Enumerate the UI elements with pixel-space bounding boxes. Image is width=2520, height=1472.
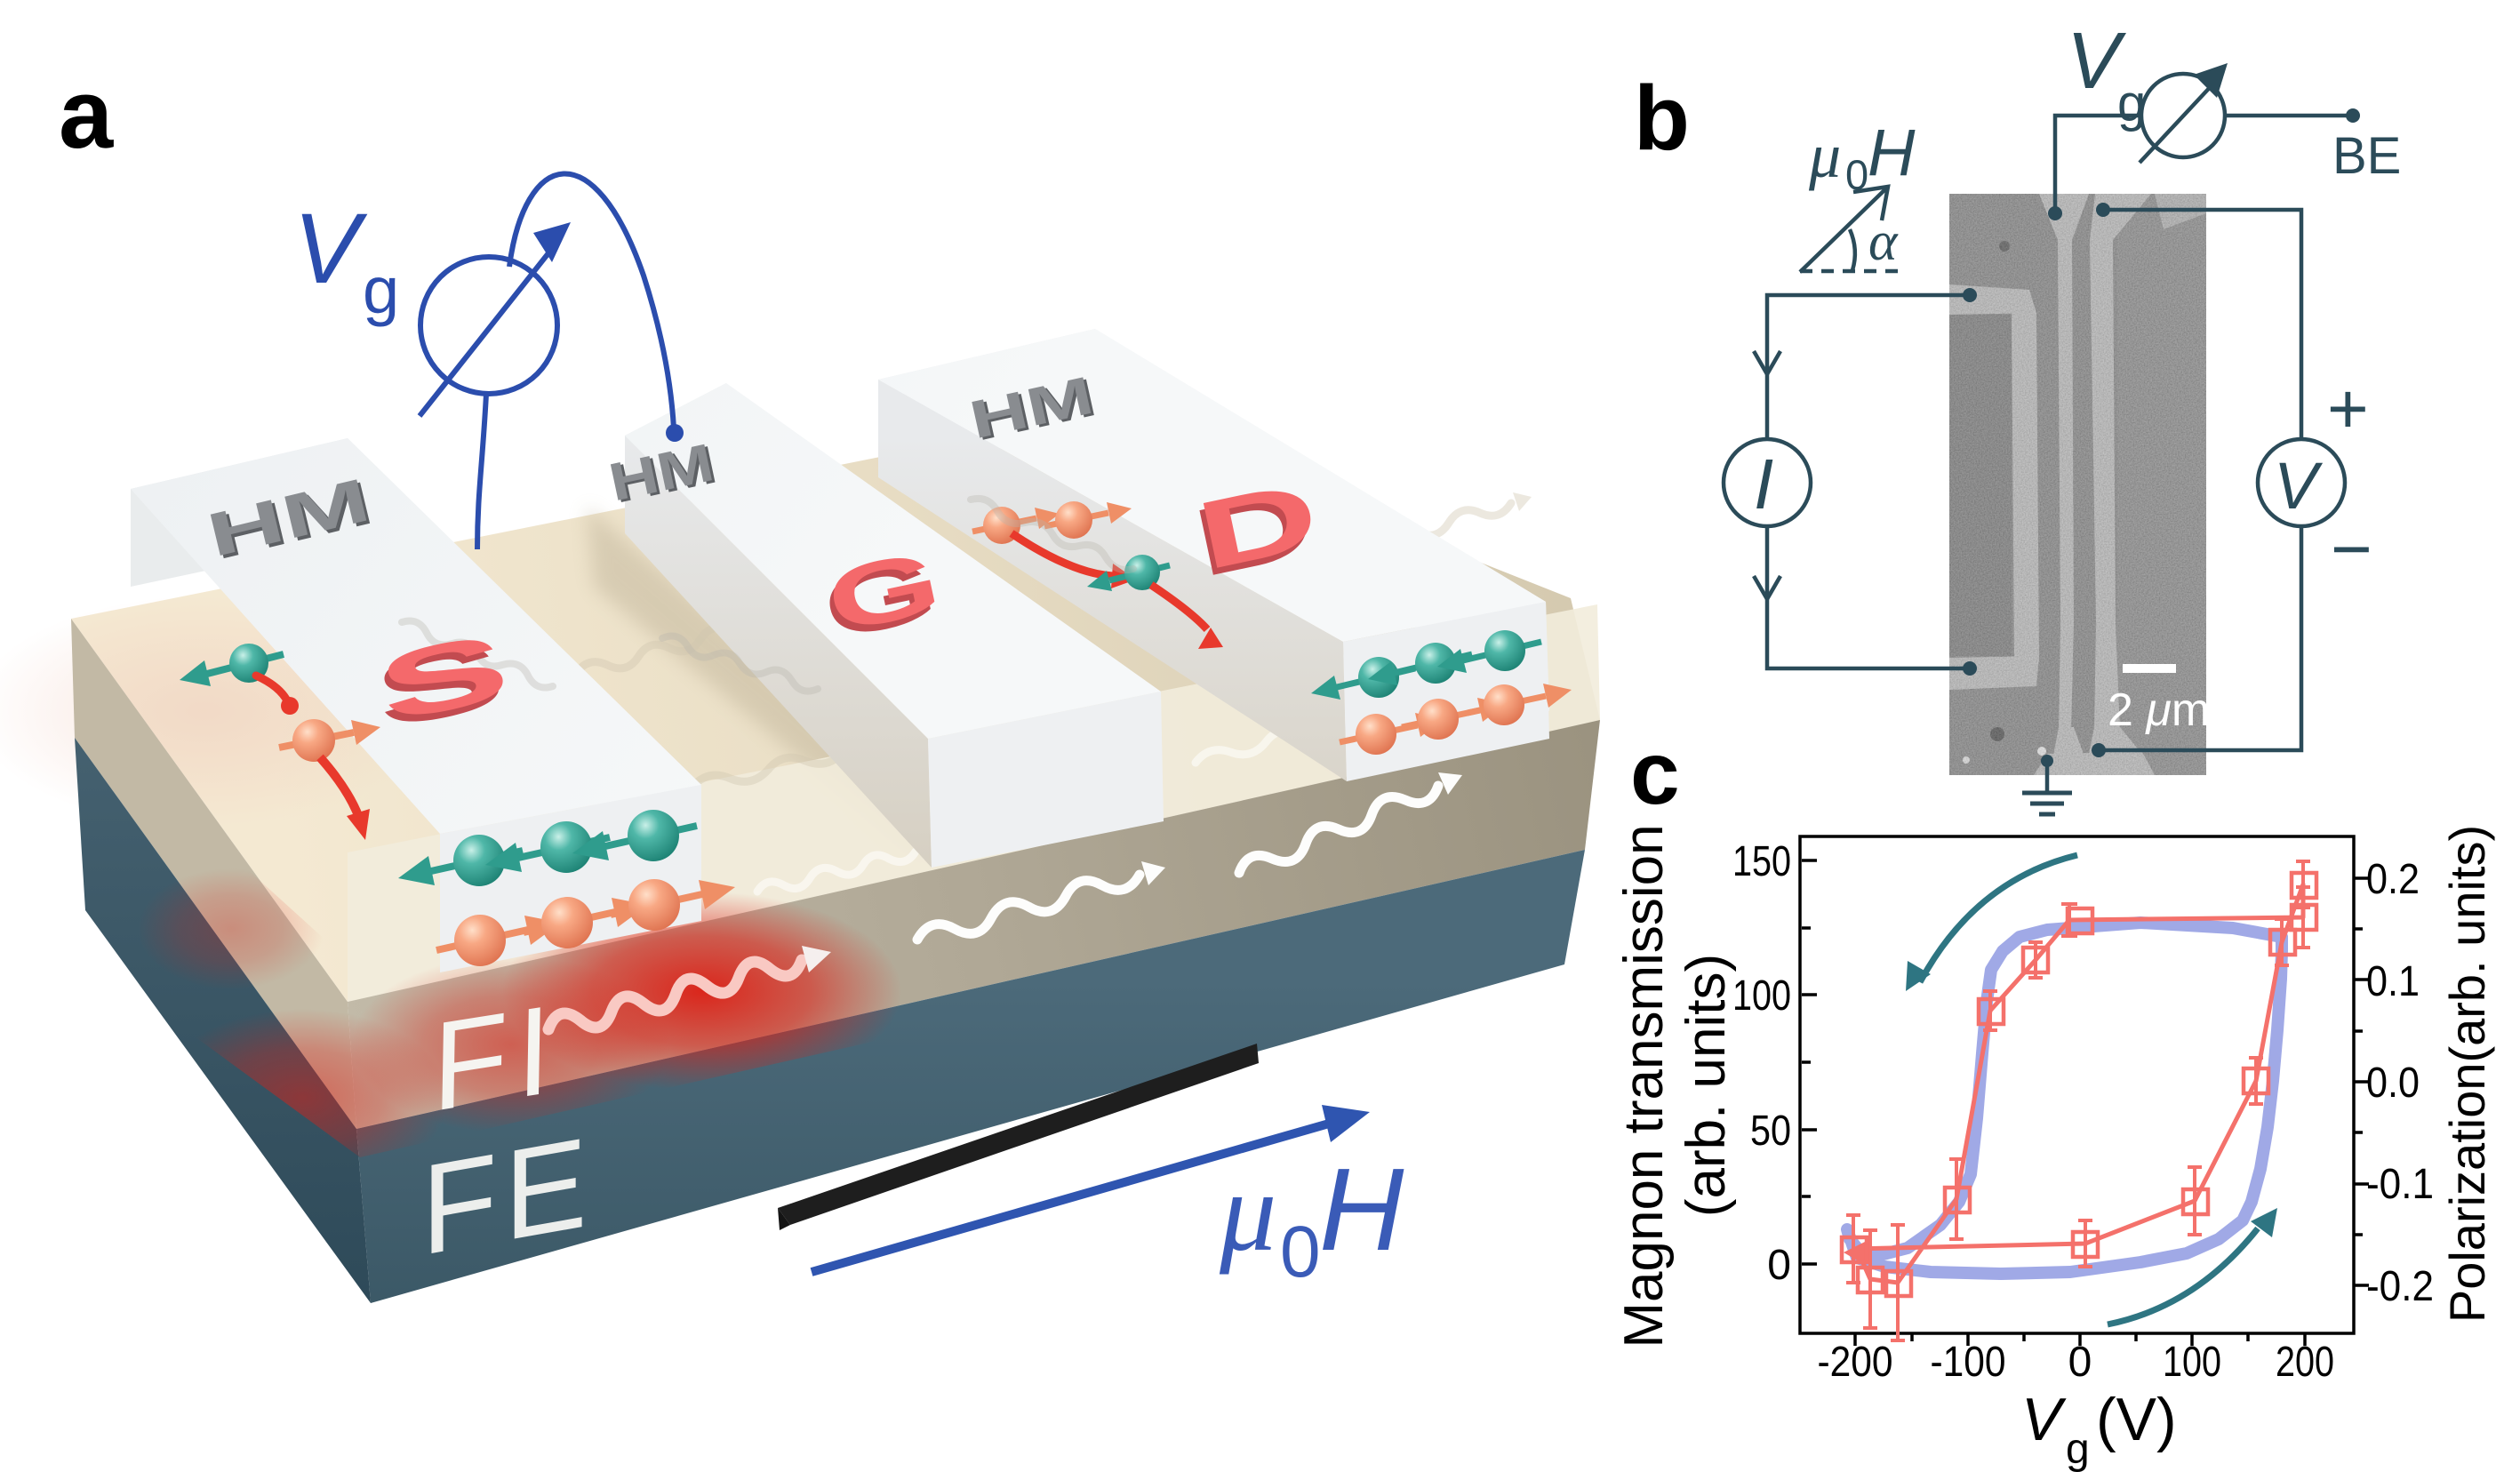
svg-text:0.0: 0.0 [2366,1060,2420,1107]
svg-text:150: 150 [1732,838,1791,885]
svg-text:V: V [2021,1386,2067,1453]
svg-text:(arb. units): (arb. units) [1676,954,1737,1217]
svg-text:FE: FE [421,1109,594,1284]
svg-text:0.1: 0.1 [2366,958,2420,1005]
svg-text:μ: μ [1808,120,1841,191]
svg-text:H: H [1868,116,1916,189]
svg-text:b: b [1634,67,1690,169]
svg-text:-200: -200 [1818,1339,1893,1386]
svg-text:0: 0 [1845,151,1868,198]
svg-text:100: 100 [2163,1339,2221,1386]
svg-text:H: H [1319,1144,1404,1275]
svg-text:200: 200 [2276,1339,2334,1386]
svg-text:a: a [59,60,114,169]
svg-text:c: c [1630,724,1680,823]
svg-text:V: V [293,193,368,304]
svg-text:(V): (V) [2096,1386,2177,1453]
svg-text:g: g [363,253,399,327]
svg-text:2 μm: 2 μm [2108,684,2210,736]
svg-text:-0.1: -0.1 [2366,1161,2434,1208]
svg-text:BE: BE [2332,127,2401,185]
svg-text:0: 0 [2068,1339,2092,1386]
svg-text:0: 0 [1767,1242,1791,1289]
svg-text:g: g [2117,75,2146,132]
svg-text:D: D [1188,460,1328,589]
svg-text:V: V [2067,17,2127,106]
svg-text:100: 100 [1732,972,1791,1020]
svg-text:G: G [819,531,949,651]
svg-text:μ: μ [1219,1148,1276,1275]
svg-text:50: 50 [1750,1108,1791,1155]
svg-text:g: g [2066,1426,2090,1472]
svg-text:FI: FI [431,976,560,1138]
svg-text:G: G [814,539,945,659]
svg-text:D: D [1184,467,1324,596]
svg-text:0: 0 [1280,1212,1321,1292]
svg-text:α: α [1868,212,1899,272]
svg-text:0.2: 0.2 [2366,856,2420,903]
svg-text:−: − [2331,509,2372,588]
svg-text:+: + [2327,369,2369,448]
svg-text:-100: -100 [1931,1339,2006,1386]
svg-text:-0.2: -0.2 [2366,1263,2434,1310]
svg-text:I: I [1754,444,1773,524]
svg-text:V: V [2274,449,2324,523]
svg-text:Polarization(arb. units): Polarization(arb. units) [2439,825,2495,1323]
svg-text:Magnon transmission: Magnon transmission [1613,824,1675,1348]
